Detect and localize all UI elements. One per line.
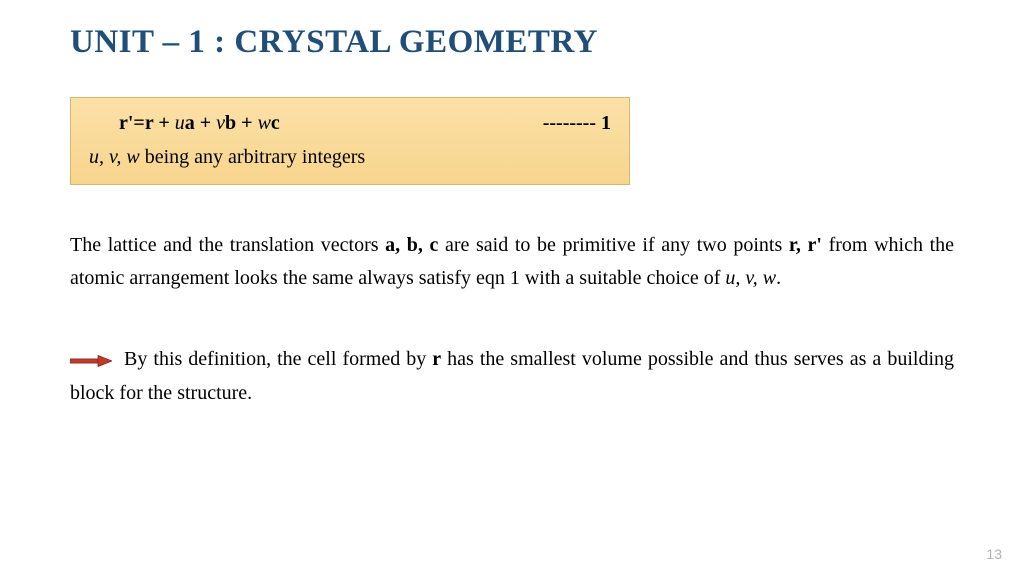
p1-uvw: u, v, w [725, 267, 776, 289]
eq-c: c [271, 112, 280, 134]
equation-line: r'=r + ua + vb + wc -------- 1 [89, 106, 611, 140]
paragraph-2: By this definition, the cell formed by r… [70, 343, 954, 410]
p1-t1: The lattice and the translation vectors [70, 234, 385, 256]
paragraph-1: The lattice and the translation vectors … [70, 229, 954, 295]
eq-w: w [258, 112, 271, 134]
eq-b: b [225, 112, 236, 134]
eq-plus2: + [236, 112, 257, 134]
eq-u: u [175, 112, 185, 134]
p2-r: r [432, 348, 441, 370]
equation-expr: r'=r + ua + vb + wc [119, 106, 280, 140]
p1-abc: a, b, c [385, 234, 438, 256]
p1-rr: r, r' [789, 234, 822, 256]
page-number: 13 [986, 546, 1002, 562]
slide: UNIT – 1 : CRYSTAL GEOMETRY r'=r + ua + … [0, 0, 1024, 576]
eq-a: a [185, 112, 195, 134]
eq-uvw: u, v, w [89, 146, 140, 168]
equation-number: -------- 1 [543, 106, 611, 140]
p2-t1: By this definition, the cell formed by [118, 348, 432, 370]
equation-condition: u, v, w being any arbitrary integers [89, 140, 611, 174]
page-title: UNIT – 1 : CRYSTAL GEOMETRY [70, 24, 954, 61]
eq-cond-rest: being any arbitrary integers [140, 146, 365, 168]
eq-plus1: + [195, 112, 216, 134]
eq-prefix: r'=r + [119, 112, 175, 134]
arrow-icon [70, 344, 112, 377]
p1-t2: are said to be primitive if any two poin… [438, 234, 789, 256]
equation-box: r'=r + ua + vb + wc -------- 1 u, v, w b… [70, 97, 630, 185]
eq-v: v [216, 112, 225, 134]
p1-t4: . [776, 267, 781, 289]
